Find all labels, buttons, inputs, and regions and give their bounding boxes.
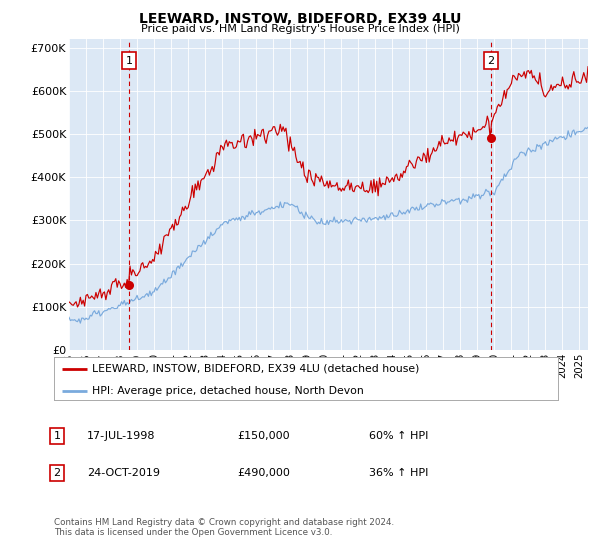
Text: 2: 2 xyxy=(53,468,61,478)
Text: 17-JUL-1998: 17-JUL-1998 xyxy=(87,431,155,441)
Text: LEEWARD, INSTOW, BIDEFORD, EX39 4LU (detached house): LEEWARD, INSTOW, BIDEFORD, EX39 4LU (det… xyxy=(92,363,419,374)
Text: £150,000: £150,000 xyxy=(237,431,290,441)
Text: £490,000: £490,000 xyxy=(237,468,290,478)
Text: HPI: Average price, detached house, North Devon: HPI: Average price, detached house, Nort… xyxy=(92,386,364,396)
Text: 1: 1 xyxy=(126,56,133,66)
Text: LEEWARD, INSTOW, BIDEFORD, EX39 4LU: LEEWARD, INSTOW, BIDEFORD, EX39 4LU xyxy=(139,12,461,26)
Text: Price paid vs. HM Land Registry's House Price Index (HPI): Price paid vs. HM Land Registry's House … xyxy=(140,24,460,34)
Text: 1: 1 xyxy=(53,431,61,441)
Text: 36% ↑ HPI: 36% ↑ HPI xyxy=(369,468,428,478)
Text: 2: 2 xyxy=(487,56,494,66)
Text: Contains HM Land Registry data © Crown copyright and database right 2024.
This d: Contains HM Land Registry data © Crown c… xyxy=(54,518,394,538)
Text: 60% ↑ HPI: 60% ↑ HPI xyxy=(369,431,428,441)
Text: 24-OCT-2019: 24-OCT-2019 xyxy=(87,468,160,478)
